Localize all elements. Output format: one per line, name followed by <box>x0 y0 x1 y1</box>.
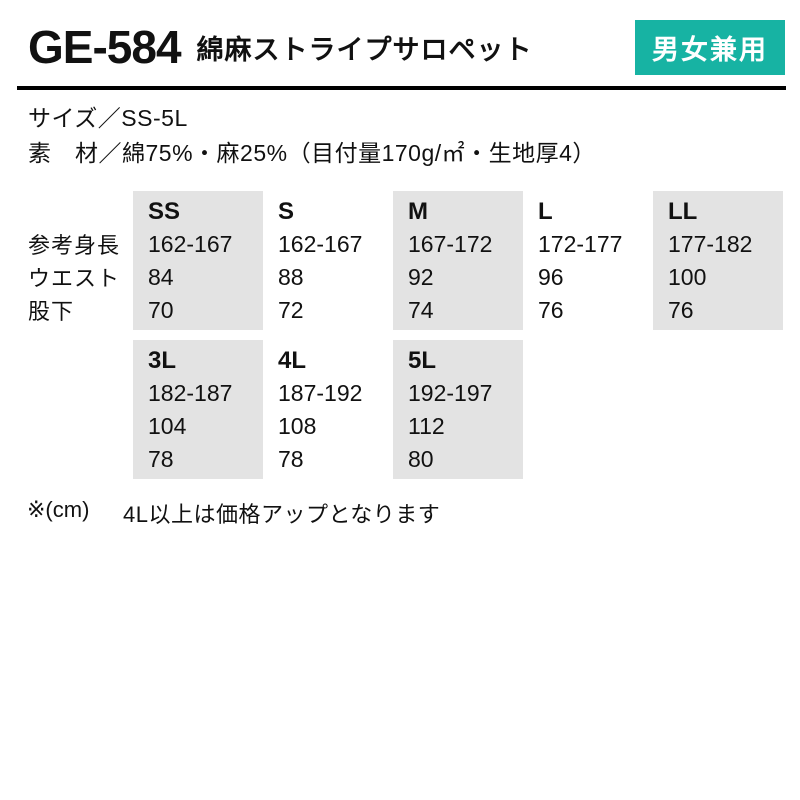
row-label-height: 参考身長 <box>28 233 121 258</box>
waist-value: 88 <box>278 264 304 290</box>
size-chart-row-1: SS 162-167 84 70 S 162-167 88 72 M 167-172 92 74 L 17… <box>133 191 783 330</box>
height-value: 187-192 <box>278 380 363 406</box>
size-cell-S: S 162-167 88 72 <box>263 191 393 330</box>
waist-value: 100 <box>668 264 707 290</box>
waist-value: 84 <box>148 264 174 290</box>
row-label-inseam: 股下 <box>28 299 75 324</box>
inseam-value: 74 <box>408 297 434 323</box>
inseam-value: 72 <box>278 297 304 323</box>
size-cell-4L: 4L 187-192 108 78 <box>263 340 393 479</box>
size-label: SS <box>148 198 181 225</box>
height-value: 182-187 <box>148 380 233 406</box>
inseam-value: 78 <box>148 446 174 472</box>
waist-value: 112 <box>408 413 445 439</box>
size-cell-SS: SS 162-167 84 70 <box>133 191 263 330</box>
header: GE-584 綿麻ストライプサロペット 男女兼用 <box>0 0 800 75</box>
waist-value: 104 <box>148 413 187 439</box>
height-value: 172-177 <box>538 231 623 257</box>
header-divider <box>17 86 786 90</box>
product-name: 綿麻ストライプサロペット <box>196 34 533 65</box>
size-cell-M: M 167-172 92 74 <box>393 191 523 330</box>
size-cell-5L: 5L 192-197 112 80 <box>393 340 523 479</box>
height-value: 167-172 <box>408 231 493 257</box>
size-cell-L: L 172-177 96 76 <box>523 191 653 330</box>
height-value: 162-167 <box>278 231 363 257</box>
size-label: 5L <box>408 347 437 374</box>
size-cell-LL: LL 177-182 100 76 <box>653 191 783 330</box>
inseam-value: 76 <box>668 297 694 323</box>
footnote: ※(cm) 4L以上は価格アップとなります <box>27 497 800 529</box>
height-value: 192-197 <box>408 380 493 406</box>
size-cell-3L: 3L 182-187 104 78 <box>133 340 263 479</box>
material-line: 素 材／綿75%・麻25%（目付量170g/㎡・生地厚4） <box>28 140 596 166</box>
product-info: サイズ／SS-5L 素 材／綿75%・麻25%（目付量170g/㎡・生地厚4） <box>28 101 800 171</box>
inseam-value: 80 <box>408 446 434 472</box>
product-code: GE-584 <box>28 21 182 73</box>
waist-value: 92 <box>408 264 434 290</box>
size-range-line: サイズ／SS-5L <box>28 105 188 131</box>
price-note: 4L以上は価格アップとなります <box>123 502 441 527</box>
size-label: S <box>278 198 295 225</box>
size-label: 4L <box>278 347 307 374</box>
size-chart-row-labels: 参考身長 ウエスト 股下 <box>28 229 120 328</box>
inseam-value: 70 <box>148 297 174 323</box>
size-label: LL <box>668 198 698 225</box>
waist-value: 108 <box>278 413 317 439</box>
height-value: 162-167 <box>148 231 233 257</box>
size-label: L <box>538 198 553 225</box>
size-chart: 参考身長 ウエスト 股下 SS 162-167 84 70 S 162-167 88 72 M 1… <box>0 191 800 481</box>
unit-note: ※(cm) <box>27 497 90 522</box>
size-chart-row-2: 3L 182-187 104 78 4L 187-192 108 78 5L 192-197 112… <box>133 340 523 479</box>
inseam-value: 76 <box>538 297 564 323</box>
inseam-value: 78 <box>278 446 304 472</box>
unisex-badge: 男女兼用 <box>635 19 785 75</box>
size-label: M <box>408 198 428 225</box>
height-value: 177-182 <box>668 231 753 257</box>
row-label-waist: ウエスト <box>28 266 121 291</box>
waist-value: 96 <box>538 264 564 290</box>
size-label: 3L <box>148 347 177 374</box>
